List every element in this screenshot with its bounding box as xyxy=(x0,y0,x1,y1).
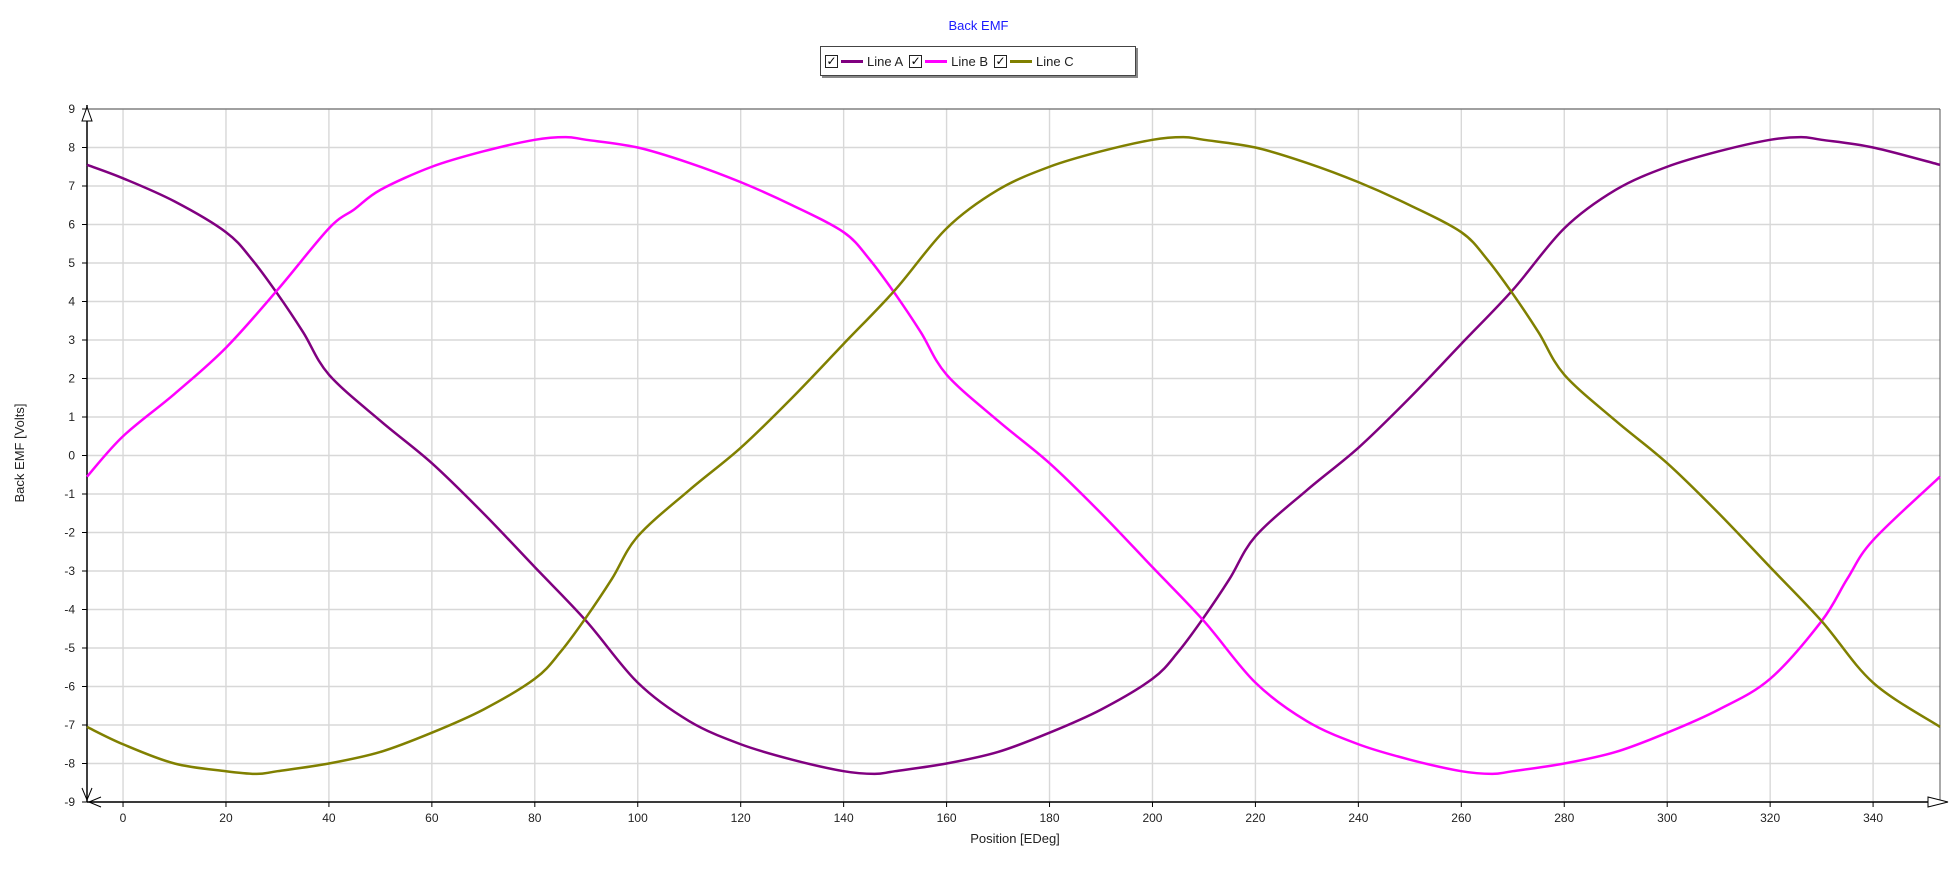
y-tick-label: -7 xyxy=(64,718,75,732)
x-tick-label: 80 xyxy=(528,811,542,825)
y-tick-label: -4 xyxy=(64,603,75,617)
axes xyxy=(81,105,1949,808)
y-axis-label: Back EMF [Volts] xyxy=(12,404,27,503)
y-tick-label: -3 xyxy=(64,564,75,578)
legend-item-line-b[interactable]: ✓ Line B xyxy=(909,54,988,69)
y-tick-label: -8 xyxy=(64,757,75,771)
x-tick-label: 320 xyxy=(1760,811,1780,825)
legend-swatch-line-b xyxy=(925,59,948,63)
x-tick-label: 340 xyxy=(1863,811,1883,825)
legend-item-line-c[interactable]: ✓ Line C xyxy=(994,54,1074,69)
x-tick-label: 140 xyxy=(834,811,854,825)
y-tick-label: 1 xyxy=(68,410,75,424)
x-tick-label: 40 xyxy=(322,811,336,825)
legend-label-line-c: Line C xyxy=(1036,53,1074,69)
x-tick-label: 220 xyxy=(1245,811,1265,825)
x-tick-label: 20 xyxy=(219,811,233,825)
legend-swatch-line-c xyxy=(1010,59,1033,63)
checkbox-checked-icon[interactable]: ✓ xyxy=(825,53,838,68)
x-tick-label: 120 xyxy=(731,811,751,825)
legend-label-line-b: Line B xyxy=(951,53,989,69)
y-tick-label: 0 xyxy=(68,449,75,463)
y-tick-label: -9 xyxy=(64,795,75,809)
chart-title: Back EMF xyxy=(948,18,1009,33)
y-tick-label: -2 xyxy=(64,526,75,540)
y-tick-label: 6 xyxy=(68,218,75,232)
legend: ✓ Line A ✓ Line B ✓ Line C xyxy=(820,46,1136,76)
y-tick-label: 2 xyxy=(68,372,75,386)
tick-labels: 9 8 7 6 5 4 3 2 1 0 -1 -2 -3 -4 -5 -6 -7 -8 -9 0 20 40 60 80 100… xyxy=(64,102,1883,825)
x-tick-label: 300 xyxy=(1657,811,1677,825)
y-tick-label: -1 xyxy=(64,487,75,501)
grid xyxy=(87,108,1940,803)
checkbox-checked-icon[interactable]: ✓ xyxy=(909,53,923,68)
x-tick-label: 100 xyxy=(628,811,648,825)
x-tick-label: 160 xyxy=(937,811,957,825)
x-tick-label: 260 xyxy=(1451,811,1471,825)
x-tick-label: 280 xyxy=(1554,811,1574,825)
y-tick-label: -6 xyxy=(64,680,75,694)
x-tick-label: 60 xyxy=(425,811,439,825)
y-axis-down-arrow-icon xyxy=(81,787,93,802)
x-tick-label: 240 xyxy=(1348,811,1368,825)
series-line-line-a xyxy=(86,135,1941,776)
checkbox-checked-icon[interactable]: ✓ xyxy=(994,53,1008,68)
y-tick-label: 7 xyxy=(68,179,75,193)
legend-swatch-line-a xyxy=(841,59,863,63)
x-tick-label: 0 xyxy=(120,811,127,825)
y-tick-label: 4 xyxy=(68,295,75,309)
x-axis-left-arrow-icon xyxy=(87,796,102,808)
y-tick-label: 8 xyxy=(68,141,75,155)
series-line-line-c xyxy=(86,135,1941,776)
y-tick-label: 9 xyxy=(68,102,75,116)
y-axis-up-arrow-icon xyxy=(81,105,93,122)
x-axis-label: Position [EDeg] xyxy=(970,831,1060,846)
series-line-line-b xyxy=(86,135,1941,776)
y-tick-label: 3 xyxy=(68,333,75,347)
x-tick-label: 200 xyxy=(1142,811,1162,825)
series-layer xyxy=(86,135,1941,776)
y-tick-label: -5 xyxy=(64,641,75,655)
x-axis-right-arrow-icon xyxy=(1927,796,1949,808)
y-tick-label: 5 xyxy=(68,256,75,270)
legend-label-line-a: Line A xyxy=(867,53,904,69)
x-tick-label: 180 xyxy=(1040,811,1060,825)
legend-item-line-a[interactable]: ✓ Line A xyxy=(825,54,903,69)
